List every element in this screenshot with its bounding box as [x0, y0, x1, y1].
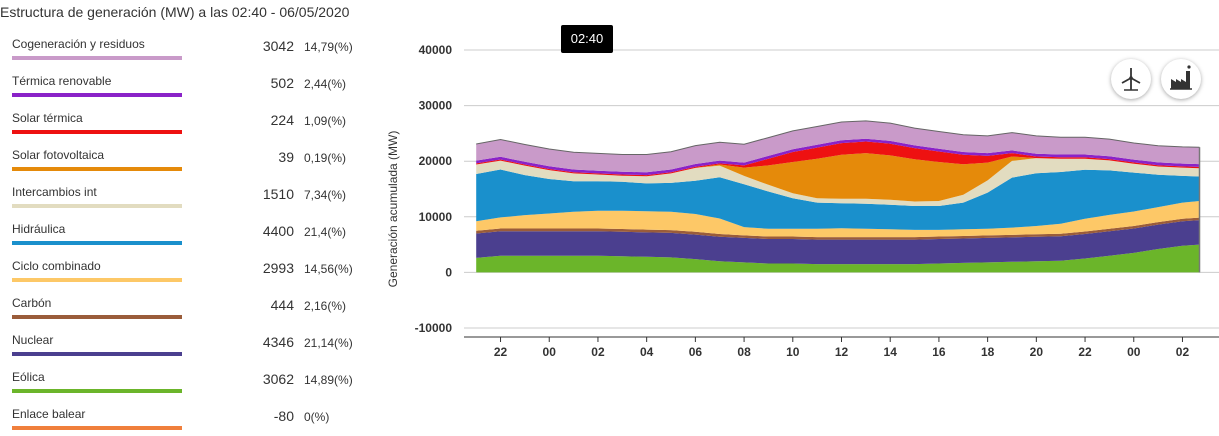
legend-item-name: Solar fotovoltaica — [12, 148, 105, 162]
renewable-view-button[interactable] — [1111, 59, 1151, 99]
legend: Cogeneración y residuos 3042 14,79(%) Térmi… — [12, 28, 372, 435]
legend-item-value: 3042 — [262, 38, 294, 54]
legend-item-percent: 21,4(%) — [304, 225, 347, 239]
legend-item-percent: 0(%) — [304, 410, 330, 424]
x-tick-label: 02 — [1176, 345, 1190, 359]
area-series-ciclo-combinado[interactable] — [476, 201, 1200, 238]
legend-item-name: Hidráulica — [12, 222, 66, 236]
x-tick-label: 22 — [1078, 345, 1092, 359]
legend-item-value: 4400 — [262, 223, 294, 239]
legend-color-bar — [12, 130, 182, 134]
legend-item[interactable]: Cogeneración y residuos 3042 14,79(%) — [12, 28, 372, 65]
factory-icon — [1170, 65, 1192, 90]
x-tick-label: 20 — [1030, 345, 1044, 359]
legend-item-percent: 14,89(%) — [304, 373, 353, 387]
generation-chart[interactable]: -10000 0 10000 20000 30000 40000 22 00 02 04 06 08… — [364, 22, 1219, 402]
area-series-solar-t-rmica[interactable] — [476, 141, 1200, 177]
legend-item[interactable]: Eólica 3062 14,89(%) — [12, 361, 372, 398]
x-tick-label: 00 — [543, 345, 557, 359]
y-tick-label: 40000 — [419, 43, 453, 57]
y-axis-label: Generación acumulada (MW) — [386, 131, 400, 288]
y-tick-label: 30000 — [419, 99, 453, 113]
legend-item[interactable]: Térmica renovable 502 2,44(%) — [12, 65, 372, 102]
y-tick-label: -10000 — [415, 321, 453, 335]
legend-color-bar — [12, 56, 182, 60]
legend-item[interactable]: Enlace balear -80 0(%) — [12, 398, 372, 435]
x-tick-label: 10 — [786, 345, 800, 359]
x-tick-label: 00 — [1127, 345, 1141, 359]
legend-item-value: 4346 — [262, 334, 294, 350]
non-renewable-view-button[interactable] — [1161, 59, 1201, 99]
area-series-e-lica[interactable] — [476, 244, 1200, 273]
legend-item[interactable]: Carbón 444 2,16(%) — [12, 287, 372, 324]
legend-item[interactable]: Solar térmica 224 1,09(%) — [12, 102, 372, 139]
legend-item-value: 1510 — [262, 186, 294, 202]
x-tick-label: 18 — [981, 345, 995, 359]
page-title: Estructura de generación (MW) a las 02:4… — [0, 4, 350, 20]
total-outline — [476, 120, 1200, 155]
wind-turbine-icon — [1121, 68, 1141, 91]
area-series-nuclear[interactable] — [476, 220, 1200, 265]
legend-color-bar — [12, 93, 182, 97]
x-tick-label: 08 — [737, 345, 751, 359]
x-tick-label: 16 — [932, 345, 946, 359]
x-tick-label: 12 — [835, 345, 849, 359]
legend-item-value: 224 — [270, 112, 294, 128]
legend-item-name: Enlace balear — [12, 407, 86, 421]
legend-item-name: Ciclo combinado — [12, 259, 101, 273]
y-tick-label: 10000 — [419, 210, 453, 224]
legend-color-bar — [12, 204, 182, 208]
area-series-intercambios-int[interactable] — [476, 158, 1200, 206]
y-tick-label: 20000 — [419, 154, 453, 168]
legend-item-name: Cogeneración y residuos — [12, 37, 145, 51]
x-tick-label: 22 — [494, 345, 508, 359]
x-tick-label: 06 — [689, 345, 703, 359]
legend-item-value: 444 — [270, 297, 294, 313]
legend-item-percent: 14,79(%) — [304, 40, 353, 54]
legend-item[interactable]: Hidráulica 4400 21,4(%) — [12, 213, 372, 250]
area-series-hidr-ulica[interactable] — [476, 169, 1200, 230]
legend-item-name: Térmica renovable — [12, 74, 112, 88]
legend-item-percent: 2,16(%) — [304, 299, 347, 313]
time-tooltip: 02:40 — [561, 25, 613, 53]
legend-item-value: 502 — [270, 75, 294, 91]
legend-item-percent: 2,44(%) — [304, 77, 347, 91]
x-tick-label: 04 — [640, 345, 654, 359]
legend-color-bar — [12, 241, 182, 245]
legend-item-percent: 21,14(%) — [304, 336, 353, 350]
y-tick-label: 0 — [445, 265, 452, 279]
legend-item-percent: 14,56(%) — [304, 262, 353, 276]
legend-item-percent: 1,09(%) — [304, 114, 347, 128]
legend-color-bar — [12, 315, 182, 319]
legend-item-value: 39 — [278, 149, 294, 165]
legend-item[interactable]: Nuclear 4346 21,14(%) — [12, 324, 372, 361]
legend-item-value: -80 — [273, 408, 294, 424]
legend-item-value: 2993 — [262, 260, 294, 276]
area-series-t-rmica-renovable[interactable] — [476, 138, 1200, 176]
legend-item-percent: 0,19(%) — [304, 151, 347, 165]
legend-item-name: Intercambios int — [12, 185, 97, 199]
legend-item-name: Solar térmica — [12, 111, 83, 125]
legend-color-bar — [12, 167, 182, 171]
legend-color-bar — [12, 352, 182, 356]
area-series-solar-fotovoltaica[interactable] — [476, 153, 1200, 202]
legend-item[interactable]: Solar fotovoltaica 39 0,19(%) — [12, 139, 372, 176]
legend-item[interactable]: Intercambios int 1510 7,34(%) — [12, 176, 372, 213]
legend-item-percent: 7,34(%) — [304, 188, 347, 202]
legend-item-name: Nuclear — [12, 333, 54, 347]
legend-color-bar — [12, 389, 182, 393]
x-tick-label: 14 — [884, 345, 898, 359]
legend-item-name: Carbón — [12, 296, 52, 310]
legend-item-name: Eólica — [12, 370, 45, 384]
legend-item-value: 3062 — [262, 371, 294, 387]
legend-color-bar — [12, 278, 182, 282]
x-tick-label: 02 — [591, 345, 605, 359]
legend-color-bar — [12, 426, 182, 430]
legend-item[interactable]: Ciclo combinado 2993 14,56(%) — [12, 250, 372, 287]
